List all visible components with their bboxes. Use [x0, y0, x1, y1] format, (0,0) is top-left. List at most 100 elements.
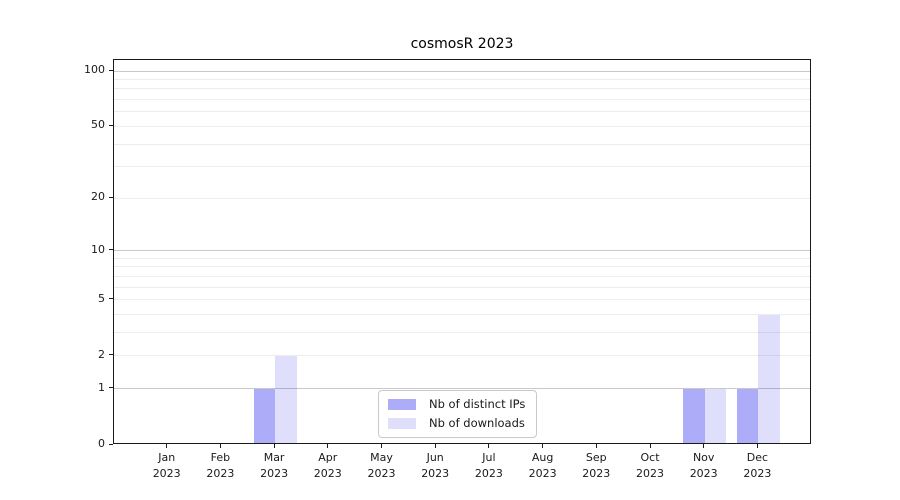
x-tick-mark [166, 444, 168, 448]
x-tick-label-aug: Aug 2023 [513, 450, 573, 481]
y-tick-label: 1 [98, 380, 105, 394]
y-tick-mark [109, 249, 113, 251]
x-tick-year: 2023 [582, 466, 611, 480]
bar-downloads-nov [704, 388, 727, 443]
bar-downloads-dec [758, 314, 780, 443]
x-tick-month: Dec [746, 451, 769, 464]
major-gridline [114, 388, 810, 390]
y-tick-label: 50 [91, 118, 105, 132]
x-tick-month: Apr [318, 451, 338, 464]
x-tick-mark [273, 444, 275, 448]
x-tick-label-may: May 2023 [352, 450, 412, 481]
x-tick-label-dec: Dec 2023 [727, 450, 787, 481]
x-tick-mark [649, 444, 651, 448]
x-tick-year: 2023 [421, 466, 450, 480]
x-tick-year: 2023 [260, 466, 289, 480]
x-tick-label-jun: Jun 2023 [405, 450, 465, 481]
x-tick-month: Feb [210, 451, 231, 464]
x-tick-month: Nov [692, 451, 715, 464]
x-tick-month: Mar [263, 451, 285, 464]
legend-swatch-downloads [388, 418, 416, 429]
gridlines-layer [114, 60, 810, 443]
y-tick-mark [109, 69, 113, 71]
bar-distinct-ips-mar [253, 388, 276, 443]
y-tick-label: 5 [98, 291, 105, 305]
legend-label-downloads: Nb of downloads [429, 416, 525, 430]
chart-title: cosmosR 2023 [410, 36, 514, 52]
x-tick-month: Sep [585, 451, 607, 464]
bar-distinct-ips-dec [736, 388, 759, 443]
bars-layer [114, 60, 810, 443]
y-tick-label: 2 [98, 347, 105, 361]
x-tick-year: 2023 [313, 466, 342, 480]
x-tick-label-jan: Jan 2023 [137, 450, 197, 481]
x-tick-mark [542, 444, 544, 448]
x-tick-mark [327, 444, 329, 448]
x-tick-year: 2023 [367, 466, 396, 480]
y-tick-mark [109, 196, 113, 198]
x-tick-label-feb: Feb 2023 [190, 450, 250, 481]
legend-item-downloads: Nb of downloads [388, 417, 525, 430]
x-tick-mark [595, 444, 597, 448]
y-tick-label: 10 [91, 242, 105, 256]
x-tick-year: 2023 [528, 466, 557, 480]
minor-gridline [114, 99, 810, 101]
x-tick-mark [703, 444, 705, 448]
minor-gridline [114, 143, 810, 145]
x-tick-month: Jan [158, 451, 176, 464]
x-tick-mark [219, 444, 221, 448]
x-tick-label-sep: Sep 2023 [566, 450, 626, 481]
legend-item-distinct-ips: Nb of distinct IPs [388, 398, 525, 411]
minor-gridline [114, 314, 810, 316]
x-tick-mark [756, 444, 758, 448]
x-tick-year: 2023 [152, 466, 181, 480]
x-tick-label-nov: Nov 2023 [674, 450, 734, 481]
minor-gridline [114, 332, 810, 334]
minor-gridline [114, 125, 810, 127]
y-tick-label: 0 [98, 437, 105, 450]
x-tick-year: 2023 [689, 466, 718, 480]
x-tick-year: 2023 [474, 466, 503, 480]
minor-gridline [114, 78, 810, 80]
major-gridline [114, 250, 810, 252]
bar-downloads-mar [275, 355, 297, 443]
y-tick-mark [109, 443, 113, 445]
x-tick-mark [434, 444, 436, 448]
minor-gridline [114, 111, 810, 113]
minor-gridline [114, 299, 810, 301]
minor-gridline [114, 257, 810, 259]
y-tick-mark [109, 298, 113, 300]
y-tick-mark [109, 354, 113, 356]
x-tick-mark [381, 444, 382, 448]
x-tick-label-oct: Oct 2023 [620, 450, 680, 481]
minor-gridline [114, 286, 810, 288]
major-gridline [114, 70, 810, 72]
x-tick-label-apr: Apr 2023 [298, 450, 358, 481]
x-tick-label-jul: Jul 2023 [459, 450, 519, 481]
x-tick-month: Jun [426, 451, 444, 464]
legend-swatch-distinct-ips [388, 399, 416, 410]
minor-gridline [114, 275, 810, 277]
bar-distinct-ips-nov [683, 388, 705, 443]
x-tick-year: 2023 [206, 466, 235, 480]
plot-area: Nb of distinct IPs Nb of downloads [113, 59, 811, 444]
minor-gridline [114, 88, 810, 90]
y-tick-mark [109, 387, 113, 389]
y-tick-label: 100 [84, 63, 105, 76]
x-tick-mark [488, 444, 490, 448]
x-tick-month: May [370, 451, 393, 464]
minor-gridline [114, 355, 810, 357]
y-tick-mark [109, 124, 113, 126]
x-tick-label-mar: Mar 2023 [244, 450, 304, 481]
minor-gridline [114, 166, 810, 168]
y-tick-label: 20 [91, 190, 105, 204]
minor-gridline [114, 266, 810, 268]
x-tick-month: Jul [482, 451, 496, 464]
x-tick-year: 2023 [743, 466, 772, 480]
legend: Nb of distinct IPs Nb of downloads [378, 390, 538, 438]
x-tick-year: 2023 [636, 466, 664, 480]
x-tick-month: Aug [531, 451, 554, 464]
legend-label-distinct-ips: Nb of distinct IPs [429, 397, 526, 411]
x-tick-month: Oct [640, 451, 660, 464]
